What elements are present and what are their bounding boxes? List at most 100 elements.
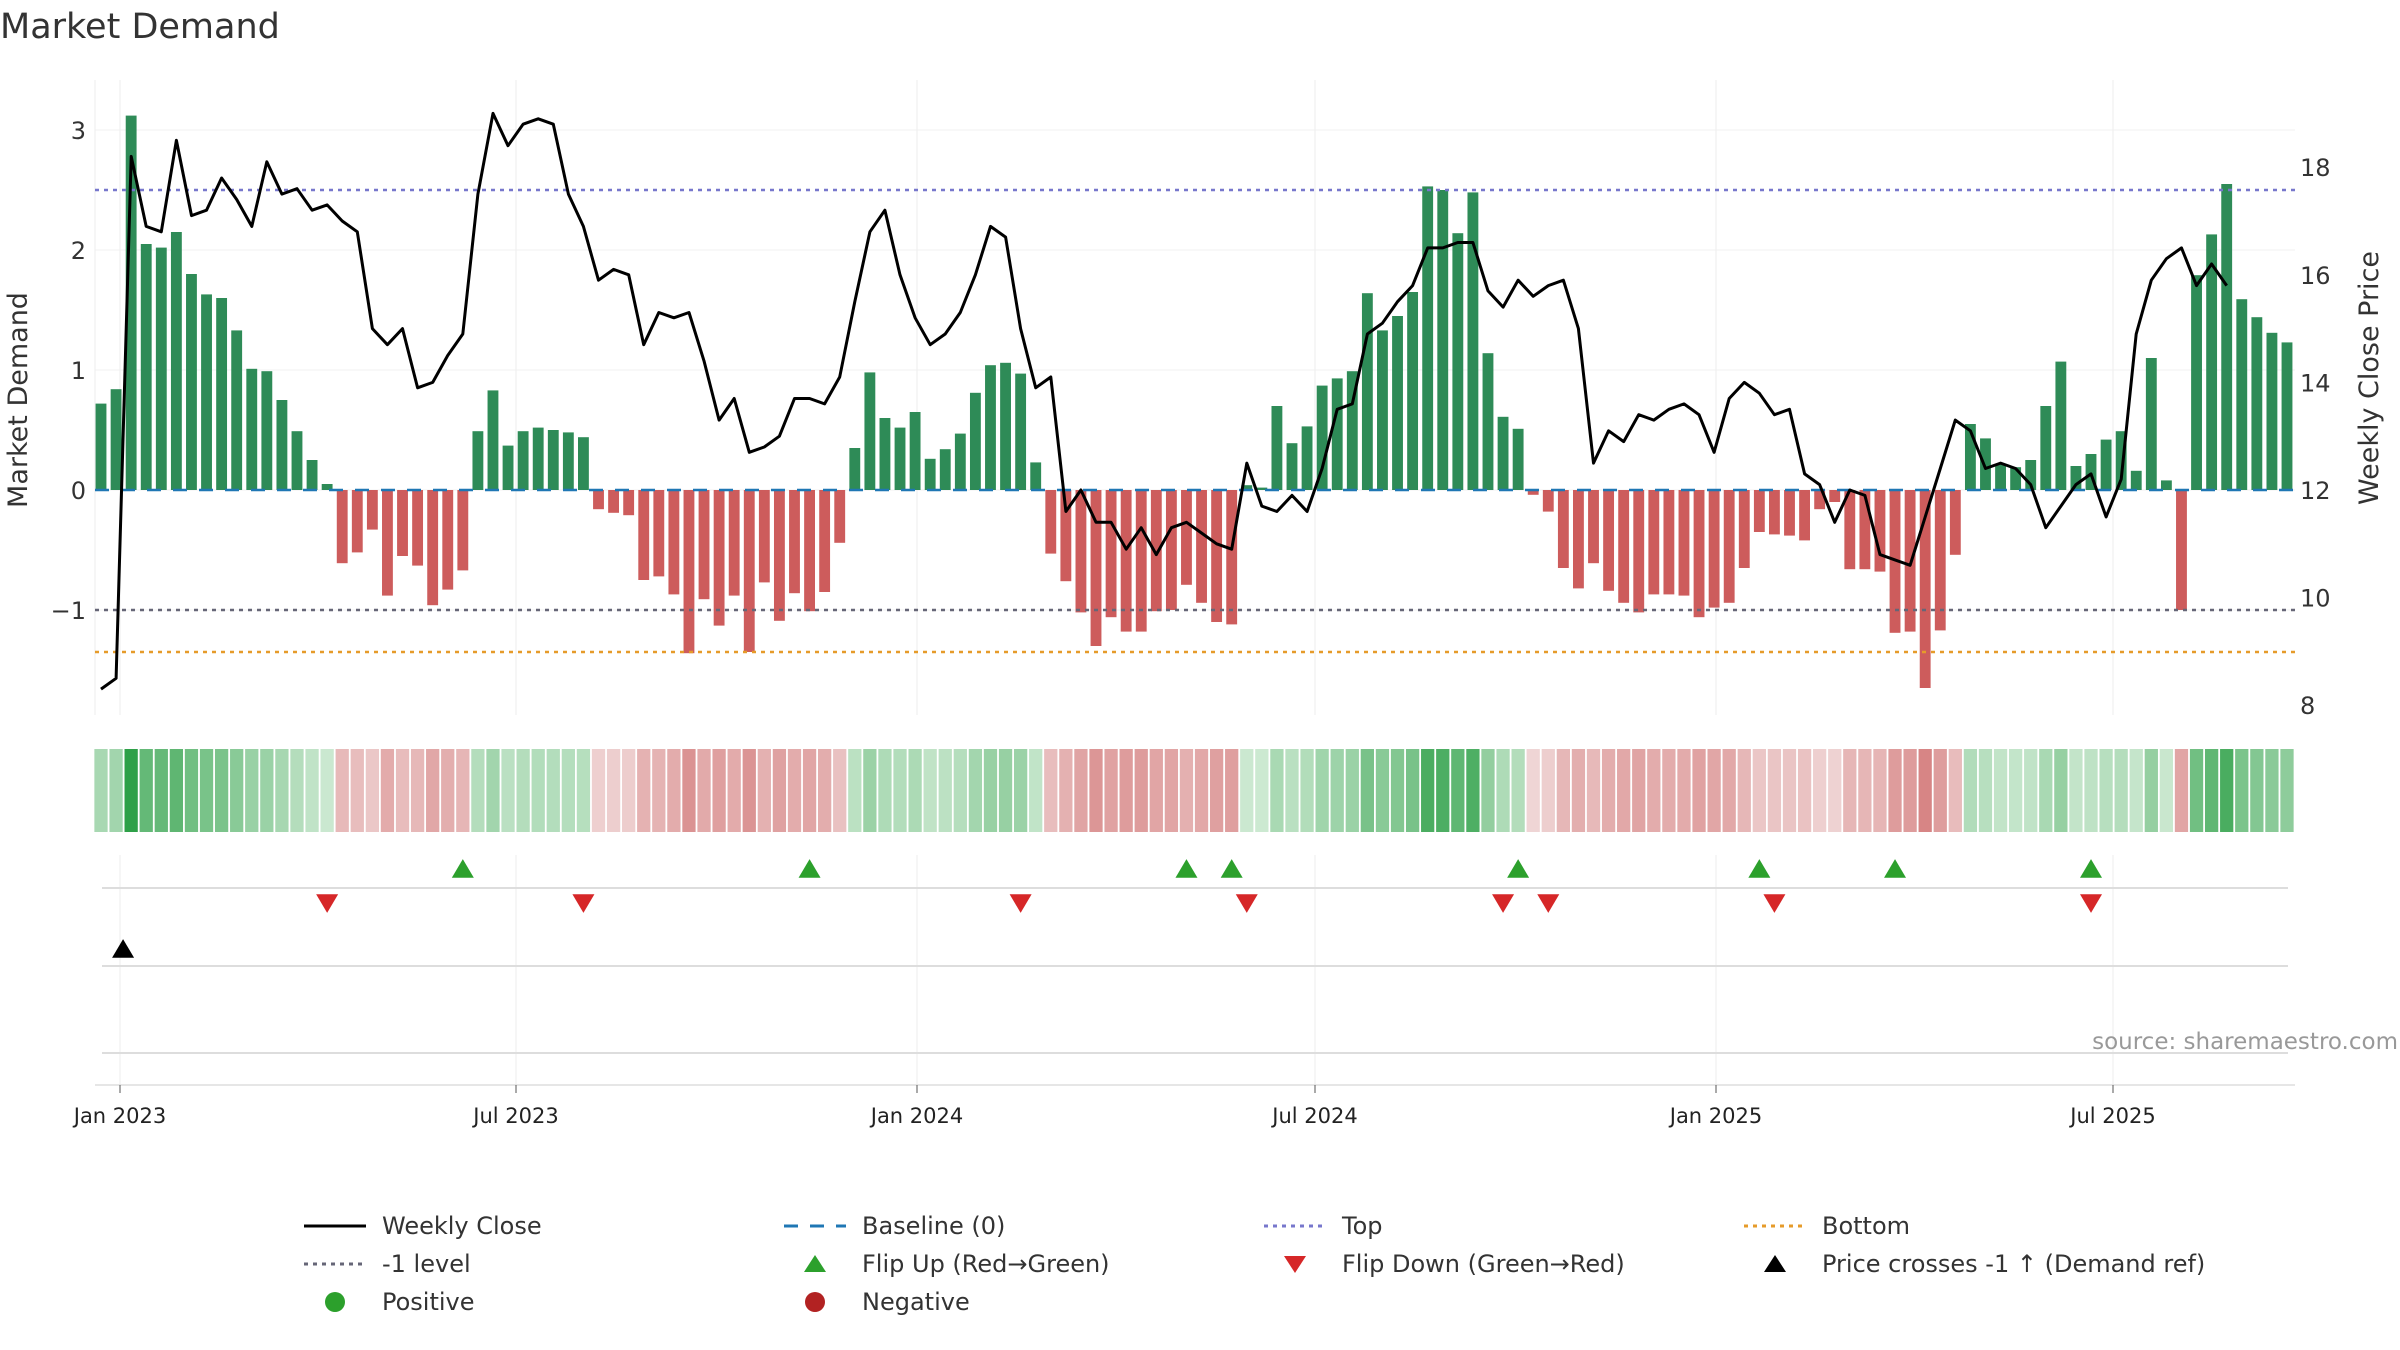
- heat-cell: [1405, 749, 1420, 832]
- demand-bar: [2055, 361, 2067, 490]
- heat-cell: [727, 749, 741, 832]
- demand-bar: [1648, 490, 1660, 595]
- heat-cell: [742, 749, 756, 832]
- flip-up-marker: [1220, 859, 1243, 878]
- heat-cell: [2280, 749, 2294, 832]
- demand-bar: [397, 490, 408, 556]
- heat-cell: [1797, 749, 1812, 832]
- heat-cell: [199, 749, 214, 832]
- heat-cell: [516, 749, 530, 832]
- heat-cell: [1436, 749, 1450, 832]
- heat-cell: [1179, 749, 1194, 832]
- heat-cell: [1481, 749, 1495, 832]
- legend-label: Flip Down (Green→Red): [1342, 1250, 1625, 1278]
- flip-down-marker: [572, 894, 595, 913]
- heat-cell: [531, 749, 545, 832]
- heat-cell: [245, 749, 259, 832]
- demand-bar: [2010, 467, 2022, 490]
- flip-down-marker: [316, 894, 339, 913]
- demand-bar: [1226, 490, 1238, 625]
- demand-bar: [1211, 490, 1223, 622]
- heat-cell: [2039, 749, 2053, 832]
- heat-cell: [1013, 749, 1028, 832]
- heat-cell: [2235, 749, 2249, 832]
- heat-cell: [787, 749, 802, 832]
- signal-panels: [102, 887, 2288, 1054]
- heat-cell: [1828, 749, 1842, 832]
- demand-bar: [562, 432, 574, 490]
- heat-cell: [275, 749, 289, 832]
- demand-bar: [789, 490, 800, 594]
- demand-bar: [1633, 490, 1645, 613]
- demand-bars: [95, 115, 2293, 688]
- demand-bar: [517, 431, 529, 490]
- demand-bar: [1753, 490, 1765, 532]
- heat-cell: [305, 749, 319, 832]
- demand-bar: [1467, 192, 1479, 490]
- heat-cell: [833, 749, 847, 832]
- demand-bar: [864, 372, 876, 490]
- right-tick-label: 16: [2300, 262, 2331, 290]
- demand-bar: [668, 490, 680, 595]
- right-tick-label: 10: [2300, 585, 2331, 613]
- demand-bar: [1799, 490, 1810, 541]
- heat-cell: [712, 749, 726, 832]
- legend-item: Positive: [300, 1288, 475, 1316]
- demand-bar: [954, 433, 966, 490]
- legend-item: Baseline (0): [780, 1212, 1005, 1240]
- demand-bar: [849, 448, 861, 490]
- heat-cell: [2189, 749, 2204, 832]
- flip-down-marker: [1235, 894, 1258, 913]
- flip-down-marker: [1009, 894, 1032, 913]
- demand-bar: [1120, 490, 1132, 632]
- demand-bar: [95, 403, 107, 490]
- heat-cell: [214, 749, 229, 832]
- demand-bar: [472, 431, 484, 490]
- demand-bar: [1874, 490, 1886, 572]
- flip-up-marker: [1748, 859, 1771, 878]
- demand-bar: [1030, 462, 1042, 490]
- heat-cell: [2009, 749, 2023, 832]
- heat-cell: [1360, 749, 1375, 832]
- heat-cell: [109, 749, 123, 832]
- legend-item: Top: [1260, 1212, 1383, 1240]
- demand-bar: [2160, 480, 2172, 490]
- heat-cell: [1194, 749, 1209, 832]
- demand-bar: [532, 427, 544, 490]
- x-tick-label: Jul 2023: [471, 1104, 558, 1128]
- heat-cell: [938, 749, 952, 832]
- right-tick-label: 8: [2300, 692, 2315, 720]
- heat-cell: [1270, 749, 1284, 832]
- x-tick-label: Jan 2023: [72, 1104, 167, 1128]
- gridlines: [94, 80, 2295, 1086]
- heat-cell: [908, 749, 922, 832]
- demand-bar: [1829, 490, 1841, 502]
- heat-cell: [2114, 749, 2128, 832]
- flip-down-marker: [2080, 894, 2103, 913]
- heat-cell: [471, 749, 485, 832]
- demand-bar: [2251, 317, 2263, 490]
- heat-cell: [1044, 749, 1058, 832]
- heat-cell: [365, 749, 379, 832]
- demand-bar: [216, 298, 228, 490]
- demand-bar: [593, 490, 604, 510]
- heat-cell: [501, 749, 515, 832]
- heat-cell: [169, 749, 184, 832]
- line-dot-icon: [1260, 1214, 1330, 1238]
- heat-cell: [1647, 749, 1661, 832]
- demand-bar: [1919, 490, 1931, 688]
- demand-bar: [2070, 466, 2082, 490]
- x-tick-label: Jul 2025: [2068, 1104, 2155, 1128]
- heat-cell: [426, 749, 440, 832]
- heat-cell: [983, 749, 998, 832]
- flip-up-marker: [798, 859, 821, 878]
- demand-bar: [728, 490, 740, 596]
- demand-bar: [2221, 184, 2233, 490]
- line-dot-icon: [300, 1252, 370, 1276]
- heat-cell: [2084, 749, 2098, 832]
- heat-cell: [576, 749, 591, 832]
- legend: Weekly Close Baseline (0) Top Bottom -1 leve…: [300, 1212, 2250, 1332]
- demand-bar: [2085, 454, 2097, 490]
- heat-cell: [1662, 749, 1676, 832]
- demand-bar: [1573, 490, 1584, 589]
